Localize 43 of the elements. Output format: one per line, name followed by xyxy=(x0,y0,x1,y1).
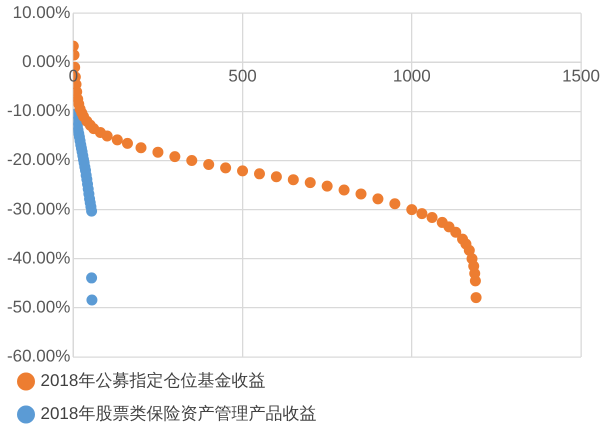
y-tick-label: -40.00% xyxy=(6,248,70,268)
x-tick-label: 0 xyxy=(68,66,78,86)
point xyxy=(406,204,418,216)
legend-label: 2018年公募指定仓位基金收益 xyxy=(40,371,266,390)
point xyxy=(356,188,367,200)
point xyxy=(444,221,455,232)
point xyxy=(470,292,482,304)
point xyxy=(86,294,98,306)
point xyxy=(288,174,299,186)
y-tick-label: -10.00% xyxy=(6,101,70,120)
point xyxy=(203,158,214,170)
point xyxy=(389,198,400,210)
y-tick-label: -20.00% xyxy=(6,150,70,170)
point xyxy=(426,212,438,224)
point xyxy=(464,244,475,256)
point xyxy=(338,184,350,196)
point xyxy=(450,226,462,238)
point xyxy=(86,272,98,284)
y-tick-label: 10.00% xyxy=(12,2,70,22)
point xyxy=(136,142,147,154)
y-tick-label: -50.00% xyxy=(6,298,70,317)
point xyxy=(470,275,481,286)
point xyxy=(122,138,133,149)
point xyxy=(372,193,384,204)
y-tick-label: 0.00% xyxy=(22,52,70,71)
point xyxy=(304,177,316,188)
point xyxy=(254,168,265,180)
point xyxy=(102,130,113,142)
point xyxy=(322,180,333,192)
point xyxy=(186,155,198,166)
y-tick-label: -60.00% xyxy=(6,346,70,366)
point xyxy=(237,165,248,176)
y-tick-label: -30.00% xyxy=(6,199,70,218)
point xyxy=(270,171,282,182)
point xyxy=(416,208,428,220)
x-tick-label: 1500 xyxy=(562,66,600,86)
x-tick-label: 500 xyxy=(228,66,257,86)
x-tick-label: 1000 xyxy=(392,66,431,86)
point xyxy=(220,162,232,174)
point xyxy=(112,134,123,146)
legend-label: 2018年股票类保险资产管理产品收益 xyxy=(40,404,316,424)
point xyxy=(169,151,180,162)
point xyxy=(152,146,164,158)
